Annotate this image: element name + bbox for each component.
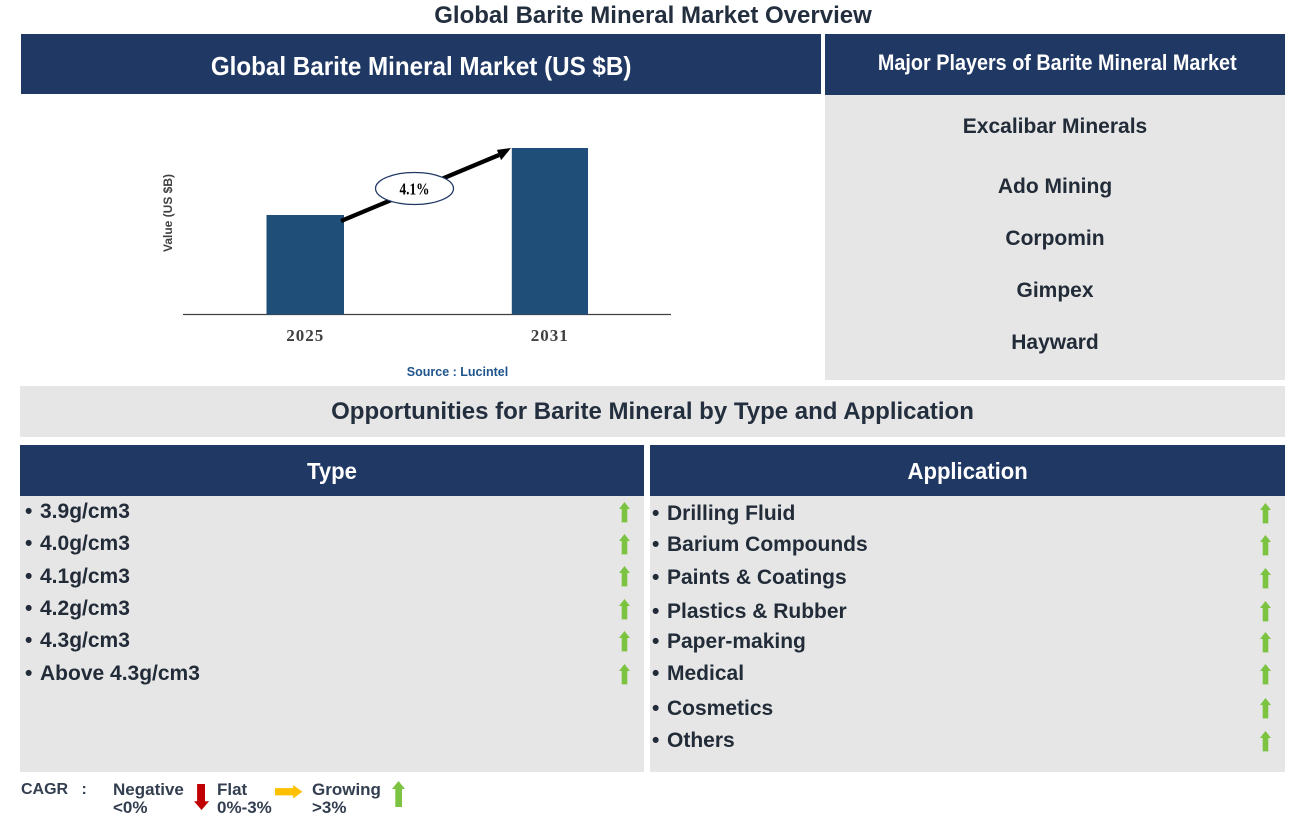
svg-text:4.1%: 4.1%	[400, 180, 430, 199]
svg-text:2031: 2031	[531, 326, 569, 345]
svg-text:Source : Lucintel: Source : Lucintel	[407, 365, 508, 379]
svg-text:2025: 2025	[286, 326, 324, 345]
svg-text:Value (US $B): Value (US $B)	[161, 174, 175, 252]
